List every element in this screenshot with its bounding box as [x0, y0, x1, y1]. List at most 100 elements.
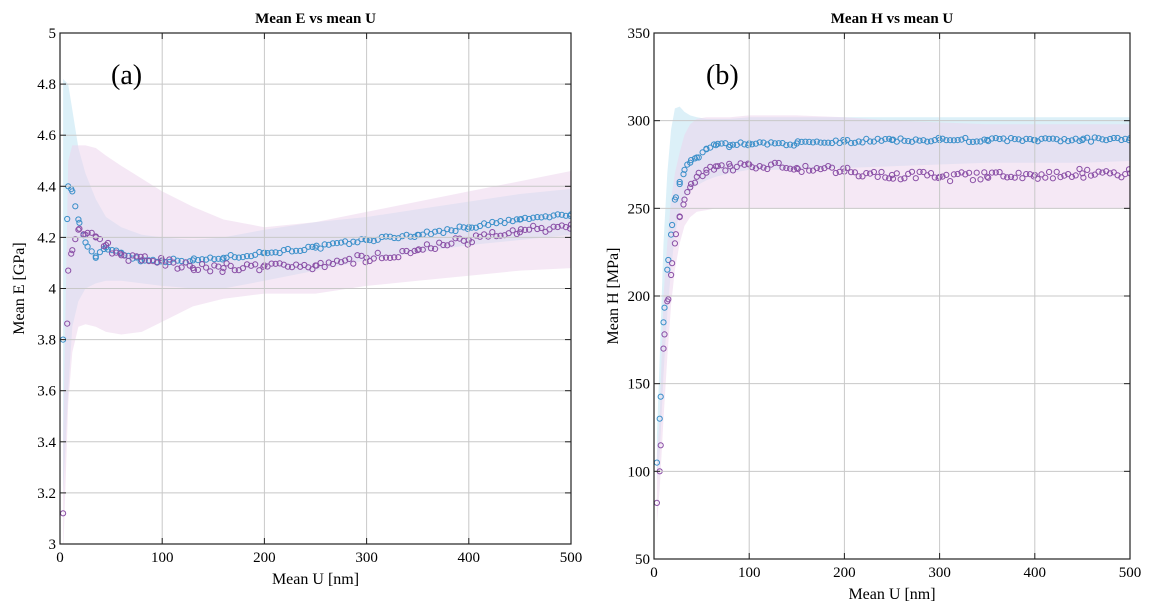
y-tick-label: 250 [628, 201, 651, 217]
data-point-series-2 [727, 163, 734, 170]
data-point-series-1 [542, 213, 549, 220]
data-point-series-1 [248, 253, 255, 260]
data-point-series-1 [950, 137, 958, 144]
data-point-series-2 [984, 173, 991, 180]
data-point-series-2 [687, 184, 694, 191]
data-point-series-1 [718, 140, 725, 147]
data-point-series-1 [1099, 136, 1106, 143]
y-tick-label: 3.8 [37, 333, 56, 349]
data-point-series-1 [158, 258, 165, 265]
data-point-series-1 [521, 214, 529, 221]
data-point-series-2 [190, 267, 197, 274]
data-point-series-2 [113, 249, 120, 256]
y-tick-label: 3.6 [37, 384, 56, 400]
data-point-series-1 [882, 136, 889, 143]
data-point-series-1 [1125, 137, 1130, 144]
data-point-series-2 [517, 226, 525, 233]
data-point-series-2 [118, 252, 125, 259]
data-point-series-2 [199, 261, 206, 268]
data-point-series-2 [988, 169, 996, 176]
data-point-series-1 [1095, 135, 1102, 142]
data-point-series-2 [448, 240, 455, 247]
data-point-series-2 [756, 163, 763, 170]
data-point-series-2 [260, 263, 267, 270]
data-point-series-1 [354, 239, 361, 246]
data-point-series-2 [239, 265, 246, 272]
data-point-series-1 [489, 218, 496, 226]
data-point-series-1 [664, 266, 671, 273]
data-point-series-2 [825, 163, 832, 170]
data-point-series-2 [947, 178, 954, 185]
y-tick-label: 300 [628, 114, 651, 130]
data-point-series-1 [235, 254, 242, 261]
data-point-series-1 [399, 233, 406, 240]
data-point-series-2 [521, 226, 529, 233]
data-point-series-2 [1015, 169, 1022, 176]
data-point-series-1 [391, 234, 398, 242]
data-point-series-1 [207, 254, 214, 261]
data-point-series-1 [382, 233, 390, 240]
data-point-series-1 [813, 138, 820, 145]
data-point-series-2 [695, 169, 702, 176]
data-point-series-2 [219, 268, 226, 275]
data-point-series-1 [178, 257, 185, 265]
data-point-series-2 [912, 175, 919, 182]
data-point-series-2 [954, 170, 961, 178]
data-point-series-1 [798, 138, 805, 145]
data-point-series-2 [72, 236, 79, 243]
data-point-series-2 [665, 296, 672, 303]
data-point-series-2 [840, 165, 847, 172]
data-point-series-2 [688, 180, 695, 187]
data-point-series-1 [288, 248, 296, 255]
data-point-series-1 [194, 257, 202, 264]
data-point-series-1 [672, 194, 680, 201]
data-point-series-2 [399, 248, 406, 255]
data-point-series-2 [256, 267, 263, 274]
data-point-series-1 [821, 139, 828, 146]
data-point-series-1 [513, 216, 520, 223]
x-tick-label: 100 [738, 565, 761, 581]
data-point-series-1 [771, 140, 779, 147]
data-point-series-2 [737, 160, 744, 167]
data-point-series-2 [538, 224, 545, 232]
y-tick-label: 350 [628, 26, 651, 42]
data-point-series-1 [75, 216, 82, 223]
data-point-series-2 [806, 167, 813, 174]
data-point-series-1 [681, 166, 688, 173]
data-point-series-1 [1084, 134, 1091, 141]
data-point-series-2 [1080, 174, 1087, 181]
data-point-series-2 [1049, 175, 1057, 182]
data-point-series-2 [1000, 173, 1007, 180]
data-point-series-2 [966, 169, 973, 176]
data-point-series-2 [178, 264, 185, 271]
data-point-series-2 [276, 260, 283, 267]
data-point-series-2 [1053, 168, 1060, 175]
data-point-series-2 [1084, 166, 1091, 173]
data-point-series-2 [562, 224, 570, 231]
data-point-series-1 [88, 248, 95, 255]
chart-mean-h: 0 100 200 300 400 500 50 100 150 200 250 300 350 Mean… [605, 11, 1141, 603]
data-point-series-1 [927, 138, 935, 145]
data-point-series-2 [1046, 168, 1053, 176]
data-point-series-2 [338, 259, 345, 266]
data-point-series-2 [790, 166, 798, 173]
data-point-series-2 [764, 165, 771, 173]
confidence-band-2 [63, 145, 571, 544]
data-point-series-2 [775, 159, 782, 167]
y-tick-label: 3.4 [37, 435, 56, 451]
data-point-series-2 [534, 225, 541, 233]
data-point-series-2 [703, 169, 710, 176]
data-point-series-2 [472, 232, 480, 239]
data-point-series-2 [1038, 171, 1045, 178]
data-point-series-1 [886, 135, 893, 142]
data-point-series-2 [68, 250, 75, 257]
data-point-series-2 [733, 163, 740, 170]
data-point-series-2 [893, 170, 900, 177]
y-tick-label: 4.6 [37, 128, 56, 144]
data-point-series-1 [660, 319, 667, 326]
data-point-series-2 [669, 260, 676, 267]
data-point-series-1 [920, 137, 927, 144]
data-point-series-2 [493, 233, 500, 240]
y-tick-label: 3.2 [37, 486, 56, 502]
data-point-series-2 [1042, 174, 1049, 181]
